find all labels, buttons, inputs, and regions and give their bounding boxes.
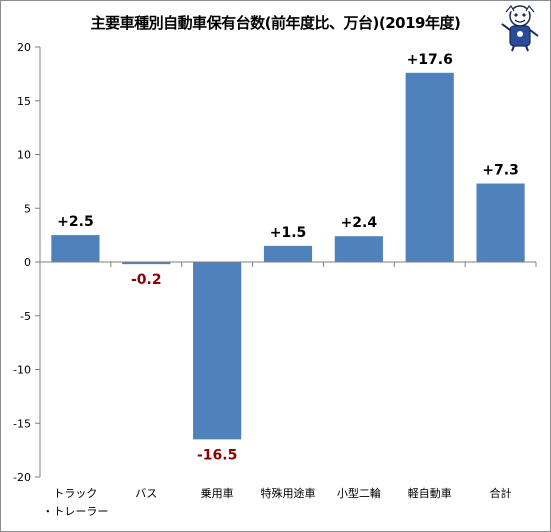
bar: [263, 245, 313, 262]
data-label: +7.3: [482, 163, 519, 179]
y-tick-label: 0: [24, 256, 31, 269]
y-axis: 20 15 10 5 0 -5 -10 -15 -20: [13, 41, 41, 484]
x-category-label: 合計: [490, 486, 512, 500]
data-label: +2.4: [341, 215, 378, 231]
x-category-label: 軽自動車: [408, 486, 452, 500]
y-tick-label: -5: [20, 310, 31, 323]
x-axis: トラック・トレーラー バス 乗用車 特殊用途車 小型二輪 軽自動車 合計: [39, 261, 537, 518]
bar: [476, 183, 525, 262]
y-tick-label: -10: [13, 364, 31, 377]
data-label: -0.2: [131, 272, 162, 288]
data-label: +17.6: [407, 52, 453, 68]
bar: [193, 262, 242, 440]
bar: [122, 262, 171, 265]
y-tick-label: 5: [24, 202, 31, 215]
y-tick-label: 10: [17, 149, 31, 162]
bars: [51, 72, 525, 440]
y-tick-label: 15: [17, 95, 31, 108]
x-category-label: ・トレーラー: [42, 505, 108, 518]
x-category-label: 乗用車: [201, 486, 234, 500]
x-category-label: 小型二輪: [337, 486, 381, 500]
data-label: -16.5: [197, 447, 237, 463]
bar: [51, 235, 100, 262]
bar: [405, 72, 454, 262]
data-label: +1.5: [270, 225, 307, 241]
data-label: +2.5: [57, 214, 94, 230]
y-tick-label: -20: [13, 471, 31, 484]
x-category-label: 特殊用途車: [261, 486, 316, 500]
bar: [334, 236, 383, 262]
x-category-label: トラック: [53, 487, 97, 500]
y-tick-label: 20: [17, 41, 31, 54]
chart-title: 主要車種別自動車保有台数(前年度比、万台)(2019年度): [90, 14, 461, 32]
x-category-label: バス: [135, 487, 157, 500]
mascot-illustration: [501, 4, 539, 52]
y-tick-label: -15: [13, 417, 31, 430]
data-labels: +2.5 -0.2 -16.5 +1.5 +2.4 +17.6 +7.3: [57, 52, 519, 464]
